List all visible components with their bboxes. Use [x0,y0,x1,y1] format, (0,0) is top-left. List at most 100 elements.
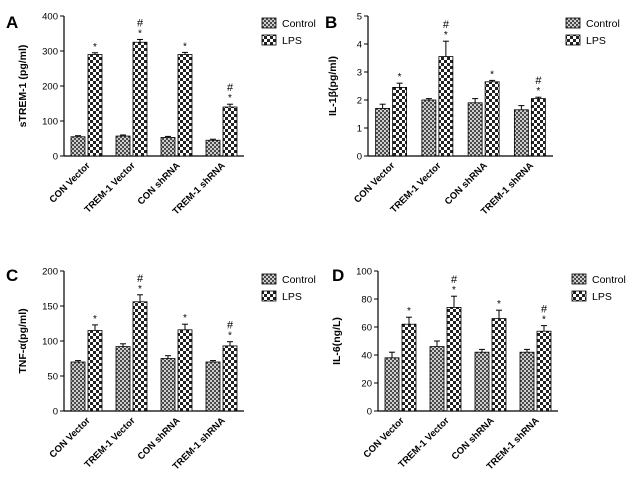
hash-mark: # [227,320,234,332]
asterisk-mark: * [452,285,456,296]
asterisk-mark: * [138,284,142,295]
bar-group-2: * [474,299,507,412]
y-tick-label: 20 [361,379,372,390]
bar-group-3: *# [513,75,546,157]
legend: Control LPS [571,273,626,303]
bar-control [421,99,437,157]
bar-lps [87,54,103,157]
hash-mark: # [451,274,458,286]
bar-group-0: * [70,314,103,412]
asterisk-mark: * [93,42,97,53]
hash-mark: # [137,273,144,285]
y-axis-title: TNF-α(pg/ml) [17,308,29,373]
legend-swatch-control [565,17,581,29]
legend: Control LPS [261,17,316,47]
x-tick-label: CON Vector [48,415,93,460]
bar-lps [446,306,462,412]
y-tick-label: 150 [42,302,58,313]
legend: Control LPS [261,273,316,303]
bar-group-0: * [70,42,103,157]
asterisk-mark: * [398,72,402,83]
bar-control [513,109,529,157]
y-tick-label: 60 [361,323,372,334]
y-tick-label: 40 [361,351,372,362]
y-axis-title: IL-1β(pg/ml) [327,56,339,116]
hash-mark: # [541,304,548,316]
legend-label-control: Control [282,274,316,286]
bar-control [115,135,131,157]
y-tick-label: 0 [53,407,58,418]
y-tick-label: 50 [47,372,58,383]
x-tick-label: CON shRNA [443,160,490,207]
bar-control [70,136,86,157]
bar-lps [401,323,417,412]
bar-control [160,137,176,157]
panel-letter: B [325,13,337,32]
y-tick-label: 100 [356,267,372,278]
y-tick-label: 2 [357,96,362,107]
bar-control [375,108,391,157]
legend-label-lps: LPS [592,291,612,303]
x-tick-label: CON Vector [362,415,407,460]
bar-lps [536,330,552,412]
y-tick-label: 0 [367,407,372,418]
x-tick-label: CON Vector [48,160,93,205]
y-axis-title: sTREM-1 (pg/ml) [17,45,29,128]
bar-lps [177,54,193,157]
asterisk-mark: * [490,69,494,80]
bar-control [384,357,400,412]
panel-letter: A [6,13,18,32]
legend-label-control: Control [592,274,626,286]
asterisk-mark: * [138,28,142,39]
bar-lps [438,56,454,157]
panel-letter: C [6,266,18,285]
asterisk-mark: * [228,93,232,104]
y-tick-label: 100 [42,337,58,348]
y-tick-label: 80 [361,295,372,306]
y-tick-label: 0 [357,152,362,163]
bar-control [429,346,445,412]
bar-group-2: * [160,313,193,412]
legend-label-control: Control [586,18,620,30]
bar-group-2: * [160,41,193,157]
legend-swatch-control [571,273,587,285]
bar-control [115,346,131,412]
hash-mark: # [535,75,542,87]
bar-control [160,358,176,412]
legend-label-lps: LPS [282,291,302,303]
y-tick-label: 3 [357,68,362,79]
asterisk-mark: * [183,41,187,52]
bar-group-3: *# [519,304,552,412]
bar-group-1: *# [115,273,148,412]
asterisk-mark: * [444,30,448,41]
bar-lps [491,318,507,412]
y-tick-label: 5 [357,12,362,23]
panel-a: A 0 100 200 300 400 sTREM-1 (pg/ml) * CON Vector… [6,12,316,218]
bar-lps [132,301,148,412]
legend-swatch-lps [565,34,581,46]
bar-lps [222,106,238,157]
x-tick-label: CON shRNA [450,415,497,462]
legend: Control LPS [565,17,620,47]
legend-label-control: Control [282,18,316,30]
bar-group-2: * [467,69,500,157]
x-tick-label: CON shRNA [136,160,183,207]
legend-label-lps: LPS [282,35,302,47]
legend-swatch-lps [261,290,277,302]
asterisk-mark: * [407,306,411,317]
bar-lps [132,41,148,157]
bar-control [205,361,221,412]
y-tick-label: 1 [357,124,362,135]
bar-control [205,139,221,157]
y-tick-label: 0 [53,152,58,163]
bar-lps [222,345,238,412]
bar-group-1: *# [115,17,148,157]
bar-lps [177,329,193,412]
y-tick-label: 200 [42,82,58,93]
bar-control [474,351,490,412]
y-tick-label: 4 [357,40,362,51]
bar-control [70,361,86,412]
panel-letter: D [332,266,344,285]
